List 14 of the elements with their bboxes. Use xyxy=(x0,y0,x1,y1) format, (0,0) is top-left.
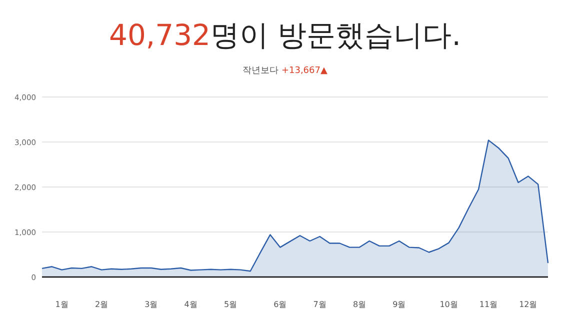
x-tick-label: 12월 xyxy=(519,300,538,309)
x-tick-label: 3월 xyxy=(144,300,158,309)
x-tick-label: 11월 xyxy=(479,300,498,309)
x-tick-label: 4월 xyxy=(184,300,198,309)
x-tick-label: 8월 xyxy=(352,300,366,309)
x-tick-label: 2월 xyxy=(94,300,108,309)
x-tick-label: 5월 xyxy=(224,300,238,309)
x-tick-label: 1월 xyxy=(55,300,68,309)
chart-subtitle: 작년보다 +13,667▲ xyxy=(242,66,328,76)
x-tick-label: 6월 xyxy=(274,300,287,309)
chart-title: 40,732명이 방문했습니다. xyxy=(109,18,461,52)
x-tick-label: 7월 xyxy=(313,300,326,309)
x-tick-label: 10월 xyxy=(440,300,458,309)
x-tick-label: 9월 xyxy=(392,300,406,309)
